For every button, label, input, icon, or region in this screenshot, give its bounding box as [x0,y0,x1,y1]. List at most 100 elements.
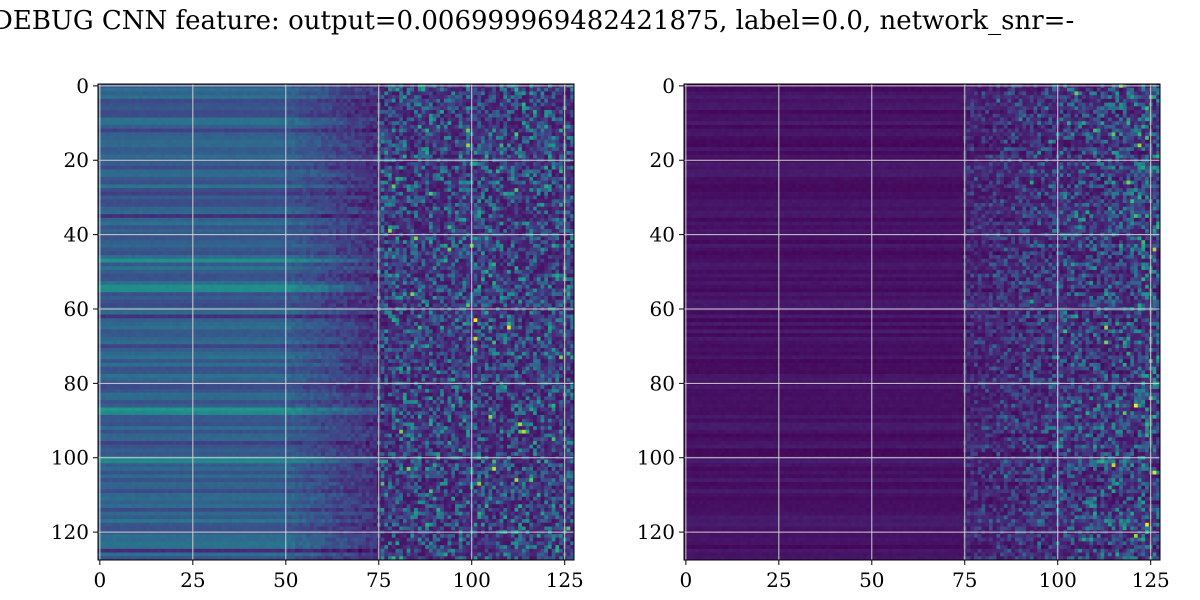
heatmap-cell [168,180,173,185]
heatmap-cell [388,173,393,178]
heatmap-cell [109,124,114,130]
heatmap-cell [179,102,184,107]
heatmap-cell [447,184,452,189]
heatmap-cell [343,154,348,159]
heatmap-cell [120,154,125,159]
heatmap-cell [347,180,352,185]
heatmap-cell [451,95,456,100]
heatmap-cell [551,95,556,100]
heatmap-cell [365,128,370,133]
heatmap-cell [499,210,504,215]
heatmap-cell [536,191,541,196]
heatmap-cell [432,180,437,185]
heatmap-cell [138,91,144,96]
heatmap-cell [105,136,110,141]
heatmap-cell [336,102,341,107]
heatmap-cell [220,184,225,189]
heatmap-cell [209,113,214,118]
heatmap-cell [547,173,553,178]
heatmap-cell [224,184,229,189]
heatmap-cell [414,162,419,167]
heatmap-cell [533,95,538,100]
heatmap-cell [272,162,277,167]
heatmap-cell [135,214,140,219]
heatmap-cell [451,87,456,92]
heatmap-cell [462,199,467,204]
heatmap-cell [291,199,296,204]
heatmap-cell [451,180,456,185]
heatmap-cell [499,199,504,204]
heatmap-cell [492,128,497,133]
heatmap-cell [261,91,266,96]
heatmap-cell [138,132,144,137]
heatmap-cell [254,124,259,130]
heatmap-cell [369,165,374,170]
heatmap-cell [484,221,489,226]
heatmap-cell [458,102,463,107]
heatmap-cell [161,87,166,92]
heatmap-cell [213,106,218,111]
heatmap-cell [495,154,501,159]
heatmap-cell [302,91,307,96]
heatmap-cell [373,217,378,222]
heatmap-cell [142,203,147,208]
heatmap-cell [257,203,263,208]
heatmap-cell [410,139,415,144]
heatmap-cell [428,91,434,96]
heatmap-cell [566,91,571,96]
heatmap-cell [365,113,370,118]
heatmap-cell [101,95,106,100]
heatmap-cell [525,225,530,230]
heatmap-cell [466,173,471,178]
heatmap-cell [518,102,523,107]
heatmap-cell [481,214,486,219]
heatmap-cell [142,121,147,126]
heatmap-cell [309,206,315,211]
heatmap-cell [492,225,497,230]
heatmap-cell [127,124,132,130]
heatmap-cell [336,124,341,130]
heatmap-cell [551,199,556,204]
heatmap-cell [388,180,393,185]
heatmap-cell [105,195,110,200]
heatmap-cell [105,165,110,170]
heatmap-cell [291,110,296,115]
heatmap-cell [120,162,125,167]
heatmap-cell [536,195,541,200]
heatmap-cell [235,106,240,111]
heatmap-cell [321,221,326,226]
heatmap-cell [209,136,214,141]
heatmap-cell [198,195,203,200]
heatmap-cell [254,225,259,230]
heatmap-cell [183,121,188,126]
heatmap-cell [521,139,527,144]
heatmap-cell [406,117,411,122]
heatmap-cell [425,221,430,226]
heatmap-cell [306,95,311,100]
heatmap-cell [179,169,184,174]
heatmap-cell [521,203,527,208]
heatmap-cell [566,214,571,219]
heatmap-cell [250,106,255,111]
heatmap-cell [484,154,489,159]
heatmap-cell [298,184,303,189]
heatmap-cell [451,110,456,115]
heatmap-cell [451,147,456,152]
heatmap-cell [228,124,233,130]
heatmap-cell [217,121,222,126]
heatmap-cell [194,139,199,144]
heatmap-cell [428,113,434,118]
heatmap-cell [492,210,497,215]
heatmap-cell [492,188,497,193]
heatmap-cell [276,87,281,92]
heatmap-cell [350,121,355,126]
heatmap-cell [112,225,117,230]
heatmap-cell [295,206,300,211]
heatmap-cell [406,199,411,204]
heatmap-cell [124,221,129,226]
heatmap-cell [455,98,460,103]
heatmap-cell [309,128,315,133]
heatmap-cell [503,162,508,167]
heatmap-cell [544,154,549,159]
heatmap-cell [161,217,166,222]
